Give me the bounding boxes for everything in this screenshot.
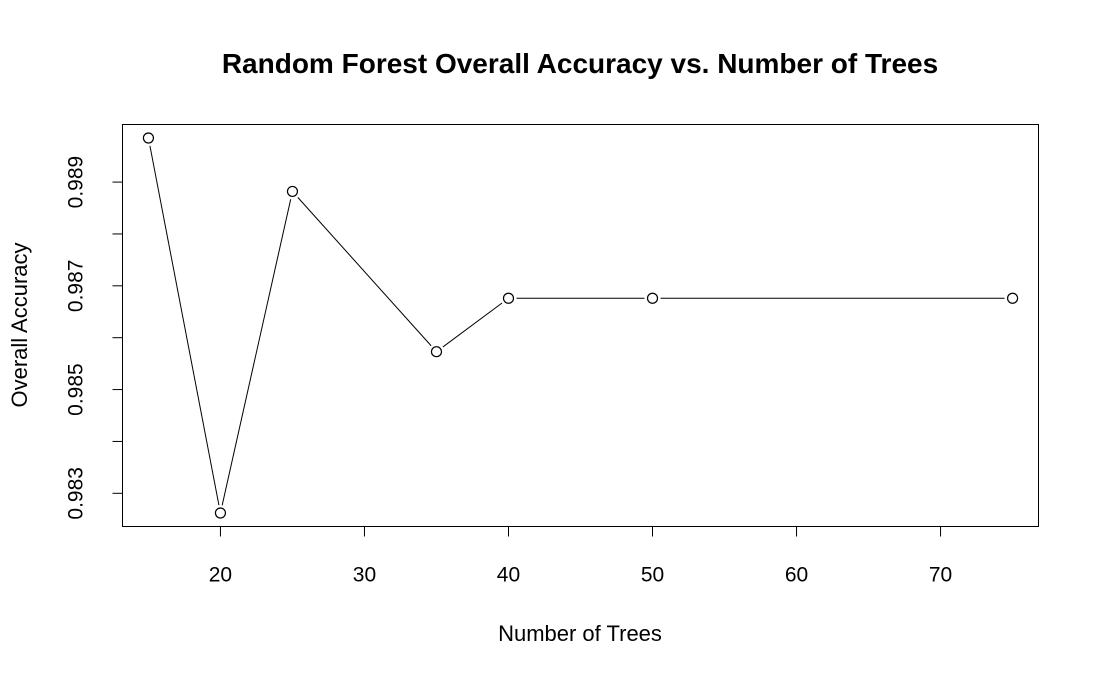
x-axis-label: Number of Trees	[498, 621, 662, 646]
y-axis-label: Overall Accuracy	[7, 242, 32, 407]
plot-frame	[122, 124, 1039, 527]
data-point	[286, 185, 299, 198]
data-point	[502, 292, 515, 304]
x-tick-label: 50	[641, 564, 664, 587]
y-tick-label: 0.989	[65, 156, 88, 209]
y-tick-label: 0.987	[65, 260, 88, 313]
data-point	[1006, 292, 1019, 304]
y-tick-label: 0.985	[65, 363, 88, 416]
data-point	[430, 346, 443, 358]
x-axis: 20 30 40 50 60 70	[209, 526, 952, 587]
data-point	[646, 292, 659, 304]
series-segment	[442, 302, 503, 348]
series-segment	[221, 199, 292, 506]
x-tick-label: 30	[353, 564, 376, 587]
chart-title: Random Forest Overall Accuracy vs. Numbe…	[222, 48, 938, 79]
data-point	[214, 507, 227, 519]
data-point	[142, 132, 155, 144]
x-tick-label: 20	[209, 564, 232, 587]
series-segment	[297, 197, 432, 347]
y-tick-label: 0.983	[65, 467, 88, 520]
x-tick-label: 60	[785, 564, 808, 587]
x-tick-label: 70	[929, 564, 952, 587]
series-accuracy	[142, 132, 1019, 519]
x-tick-label: 40	[497, 564, 520, 587]
series-segment	[149, 145, 220, 506]
y-axis: 0.983 0.985 0.987 0.989	[65, 156, 123, 520]
